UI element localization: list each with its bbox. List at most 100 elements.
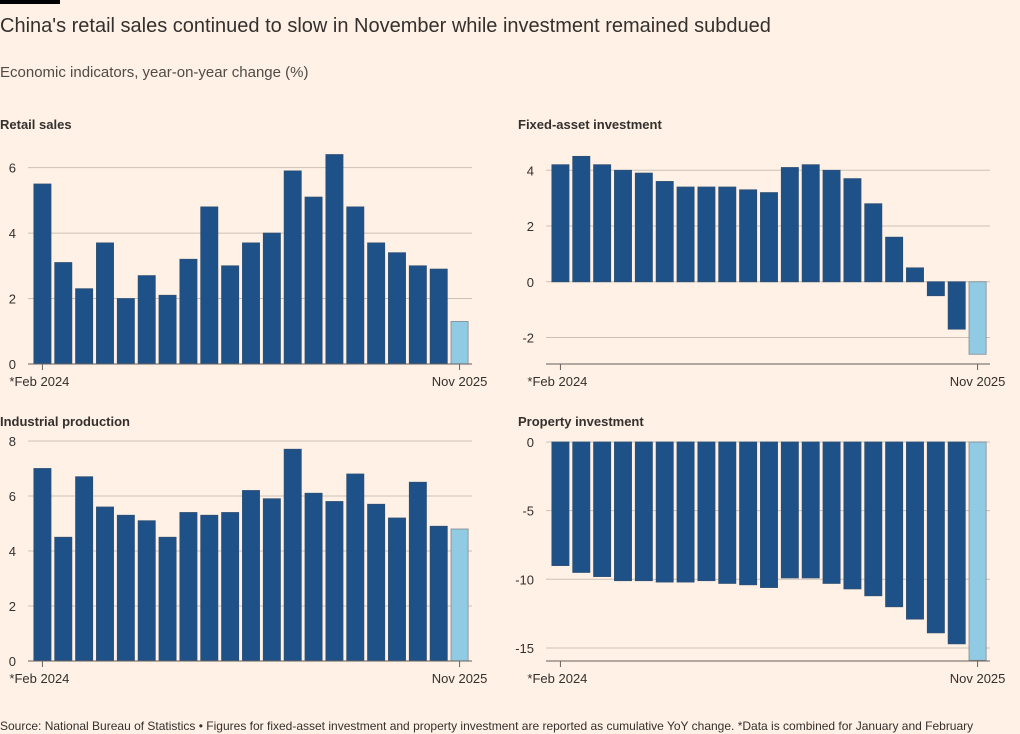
bar: [158, 536, 177, 662]
bar: [634, 441, 653, 582]
bar: [864, 441, 883, 597]
bar: [325, 154, 344, 365]
x-tick-label-end: Nov 2025: [950, 374, 1006, 389]
bar: [780, 441, 799, 579]
bar: [718, 186, 737, 283]
bar: [116, 514, 135, 662]
fixed-asset-investment-chart: -2 0 2 4 *Feb 2024 Nov 2025: [522, 155, 1006, 389]
x-tick-label-start: *Feb 2024: [9, 671, 69, 686]
bar: [75, 476, 94, 662]
bar: [408, 481, 427, 662]
bar: [906, 267, 924, 283]
bar: [926, 281, 945, 297]
source-note: Source: National Bureau of Statistics • …: [0, 719, 974, 733]
y-tick-label: 2: [9, 292, 16, 307]
bar: [614, 441, 632, 582]
bar: [760, 192, 778, 283]
panel-title: Fixed-asset investment: [518, 117, 662, 132]
bar: [179, 258, 198, 365]
y-tick-label: 0: [527, 435, 534, 450]
bar: [551, 164, 570, 283]
bar-latest: [450, 528, 469, 662]
bar: [843, 441, 862, 590]
x-tick-label-start: *Feb 2024: [527, 671, 587, 686]
bar: [325, 501, 344, 662]
bar: [760, 441, 778, 588]
bar: [593, 441, 612, 577]
bar: [33, 468, 52, 662]
bar: [304, 492, 323, 662]
bar: [718, 441, 737, 584]
bar: [655, 181, 674, 283]
bar: [242, 490, 260, 662]
bar: [947, 441, 966, 645]
bar: [262, 498, 281, 662]
bar: [885, 236, 904, 283]
bar: [634, 172, 653, 283]
x-tick-label-start: *Feb 2024: [9, 374, 69, 389]
bar: [158, 294, 177, 365]
y-tick-label: -10: [515, 572, 534, 587]
bar: [346, 206, 365, 365]
bar: [926, 441, 945, 634]
chart-subtitle: Economic indicators, year-on-year change…: [0, 64, 309, 81]
bar: [429, 525, 448, 662]
bar: [947, 281, 966, 330]
bar: [572, 441, 591, 573]
x-tick-label-end: Nov 2025: [950, 671, 1006, 686]
bar: [614, 169, 632, 283]
panel-retail-sales: Retail sales 0 2 4 6 *Feb 2024 Nov 2025: [0, 117, 500, 397]
bar: [283, 448, 302, 662]
bar-latest: [968, 441, 987, 661]
bar: [116, 298, 135, 365]
bar: [739, 441, 758, 586]
retail-sales-chart: 0 2 4 6 *Feb 2024 Nov 2025: [9, 154, 488, 389]
bar-latest: [450, 321, 469, 365]
bar: [54, 536, 73, 662]
bar: [221, 512, 240, 662]
industrial-production-chart: 0 2 4 6 8 *Feb 2024 Nov 2025: [9, 434, 488, 686]
bar: [822, 169, 841, 283]
bar: [864, 203, 883, 283]
bar: [33, 183, 52, 365]
y-tick-label: -15: [515, 641, 534, 656]
y-tick-label: 4: [9, 544, 16, 559]
bar: [96, 506, 114, 662]
bar: [200, 514, 219, 662]
bar: [200, 206, 219, 365]
panel-title: Property investment: [518, 414, 644, 429]
y-tick-label: 0: [9, 654, 16, 669]
y-tick-label: 2: [527, 219, 534, 234]
bar: [137, 520, 156, 662]
bar: [801, 441, 820, 579]
bar: [906, 441, 924, 620]
y-tick-label: 6: [9, 489, 16, 504]
y-tick-label: 8: [9, 434, 16, 449]
bar: [137, 275, 156, 365]
y-tick-label: 4: [9, 226, 16, 241]
bar: [429, 268, 448, 365]
bar: [739, 189, 758, 283]
x-tick-label-end: Nov 2025: [432, 374, 488, 389]
bar: [572, 155, 591, 283]
bar: [801, 164, 820, 283]
x-tick-label-end: Nov 2025: [432, 671, 488, 686]
bar: [697, 441, 716, 582]
bar: [885, 441, 904, 608]
bar: [179, 512, 198, 662]
bar: [655, 441, 674, 583]
bar: [843, 178, 862, 283]
bar: [551, 441, 570, 566]
bar: [346, 473, 365, 662]
panel-property-investment: Property investment -15 -10 -5 0 *Feb 2024 No…: [515, 414, 1018, 694]
bar: [367, 503, 386, 662]
panel-industrial-production: Industrial production 0 2 4 6 8 *Feb 2024 Nov …: [0, 414, 500, 694]
bar: [75, 288, 94, 365]
bar: [388, 252, 406, 365]
bar: [54, 262, 73, 365]
bar: [388, 517, 406, 662]
bar: [593, 164, 612, 283]
bar: [221, 265, 240, 365]
y-tick-label: 4: [527, 163, 534, 178]
bar: [676, 441, 695, 583]
